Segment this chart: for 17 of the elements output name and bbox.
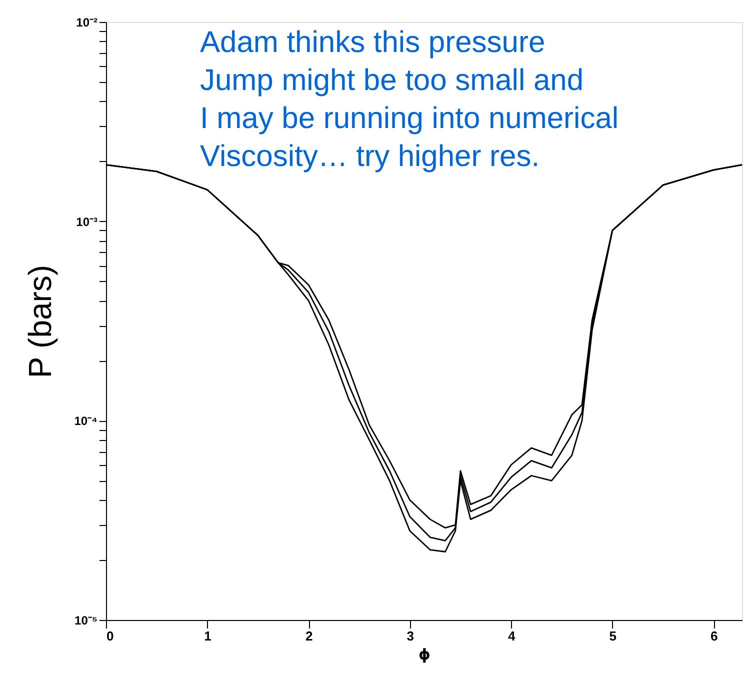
y-tick-label: 10⁻³ bbox=[76, 214, 98, 229]
x-tick-label: 1 bbox=[204, 628, 212, 644]
x-tick-label: 3 bbox=[406, 628, 414, 644]
x-tick-label: 2 bbox=[305, 628, 313, 644]
x-tick-label: 6 bbox=[710, 628, 718, 644]
y-tick-label: 10⁻⁵ bbox=[74, 614, 98, 628]
x-axis-title: ϕ bbox=[418, 646, 430, 664]
x-tick-label: 4 bbox=[508, 628, 516, 644]
annotation: I may be running into numerical bbox=[200, 102, 619, 135]
annotation: Adam thinks this pressure bbox=[200, 26, 546, 59]
annotation: Jump might be too small and bbox=[200, 64, 584, 97]
y-axis-title: P (bars) bbox=[22, 264, 58, 378]
y-tick-label: 10⁻² bbox=[76, 16, 98, 30]
y-tick-label: 10⁻⁴ bbox=[74, 414, 98, 428]
x-tick-label: 5 bbox=[609, 628, 616, 644]
x-tick-label: 0 bbox=[106, 628, 114, 644]
annotation: Viscosity… try higher res. bbox=[200, 140, 540, 173]
